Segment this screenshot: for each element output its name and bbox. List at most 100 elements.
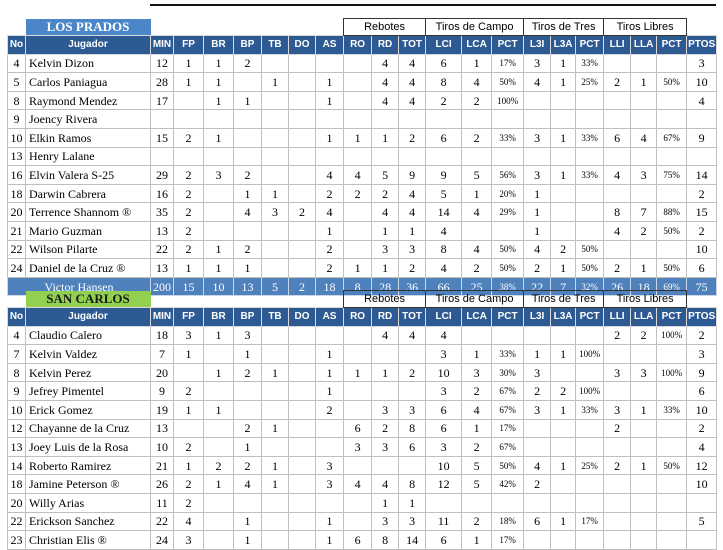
stat-cell: 1: [550, 165, 577, 185]
stat-cell: 2: [398, 258, 427, 278]
stat-cell: 2: [550, 381, 577, 401]
player-row: 9 Jefrey Pimentel 9 2 1 3 2 67% 2 2 100% 6: [7, 381, 718, 401]
stat-cell: [656, 381, 688, 401]
stat-cell: 29: [150, 165, 174, 185]
stat-cell: [491, 220, 525, 241]
stat-cell: 4: [398, 325, 427, 346]
stat-cell: [603, 109, 632, 129]
stat-cell: 2: [603, 258, 632, 278]
stat-cell: [523, 109, 552, 129]
stat-cell: 28: [150, 72, 174, 92]
stat-cell: 2: [630, 220, 658, 241]
stat-cell: [261, 344, 289, 364]
stat-cell: 5: [461, 474, 493, 494]
stat-cell: 1: [550, 72, 577, 92]
stat-cell: 3: [523, 53, 552, 74]
column-header: FP: [173, 35, 204, 55]
stat-cell: 10: [686, 474, 718, 494]
stat-cell: 4: [523, 72, 552, 92]
stat-cell: 10: [425, 362, 463, 383]
stat-cell: [288, 418, 316, 439]
stat-cell: [550, 325, 577, 346]
stat-cell: [656, 90, 688, 111]
stat-cell: [603, 146, 632, 167]
stat-cell: 67%: [491, 381, 525, 401]
stat-cell: 3: [461, 362, 493, 383]
stat-cell: 1: [233, 258, 262, 278]
stat-cell: [425, 109, 463, 129]
stat-cell: 1: [314, 127, 345, 148]
stat-cell: [630, 511, 658, 532]
stat-cell: [203, 437, 234, 457]
stat-cell: [461, 146, 493, 167]
stat-cell: 24: [7, 258, 26, 278]
stat-cell: [288, 530, 316, 550]
stat-cell: [288, 381, 316, 401]
stat-cell: [575, 220, 605, 241]
stat-cell: 2: [173, 220, 204, 241]
team-table: SAN CARLOS Rebotes Tiros de Campo Tiros de …: [7, 290, 718, 550]
stat-cell: 50%: [491, 239, 525, 260]
stat-cell: 1: [203, 239, 234, 260]
blank: [8, 291, 26, 308]
total-cell: 200: [150, 276, 174, 297]
stat-cell: 67%: [491, 437, 525, 457]
stat-cell: 13: [150, 418, 174, 439]
stat-cell: 1: [261, 183, 289, 204]
stat-cell: 6: [343, 530, 373, 550]
stat-cell: 3: [371, 437, 400, 457]
column-header: BR: [203, 35, 234, 55]
stat-cell: 3: [261, 202, 289, 222]
column-header: TOT: [398, 35, 427, 55]
column-header: LCI: [425, 35, 463, 55]
stat-cell: 1: [233, 511, 262, 532]
stat-cell: [343, 220, 373, 241]
column-header: No: [7, 307, 26, 327]
stat-cell: [288, 239, 316, 260]
stat-cell: 2: [173, 474, 204, 494]
stat-cell: 15: [150, 127, 174, 148]
stat-cell: 1: [523, 344, 552, 364]
stat-cell: 13: [150, 258, 174, 278]
player-name: Claudio Calero: [25, 325, 151, 346]
stat-cell: 2: [398, 127, 427, 148]
stat-cell: [398, 344, 427, 364]
player-row: 18 Jamine Peterson ® 26 2 1 4 1 3 4 4 8 12 5 42% 2 10: [7, 474, 718, 494]
stat-cell: 1: [261, 418, 289, 439]
stat-cell: 10: [150, 437, 174, 457]
column-header: AS: [314, 307, 345, 327]
stat-cell: 4: [371, 474, 400, 494]
column-header: MIN: [150, 307, 174, 327]
stat-cell: [630, 90, 658, 111]
stat-cell: [550, 362, 577, 383]
stat-cell: [343, 90, 373, 111]
player-name: Daniel de la Cruz ®: [25, 258, 151, 278]
stat-cell: [630, 146, 658, 167]
stat-cell: [630, 530, 658, 550]
stat-cell: [575, 146, 605, 167]
stat-cell: [575, 362, 605, 383]
stat-cell: 1: [461, 183, 493, 204]
stat-cell: [343, 381, 373, 401]
stat-cell: 2: [686, 220, 718, 241]
column-header: LLI: [603, 307, 632, 327]
stat-cell: 1: [173, 399, 204, 420]
group-label: Tiros Libres: [603, 18, 688, 36]
stat-cell: 2: [173, 183, 204, 204]
column-header: LLI: [603, 35, 632, 55]
stat-cell: [550, 183, 577, 204]
column-header: BP: [233, 35, 262, 55]
stat-cell: 1: [371, 127, 400, 148]
stat-cell: 6: [343, 418, 373, 439]
stat-cell: 3: [173, 325, 204, 346]
stat-cell: 14: [7, 455, 26, 476]
stat-cell: [371, 109, 400, 129]
player-row: 10 Erick Gomez 19 1 1 2 3 3 6 4 67% 3 1 33% 3 1 33% 10: [7, 399, 718, 420]
stat-cell: [150, 146, 174, 167]
stat-cell: 50%: [656, 455, 688, 476]
column-header: LCA: [461, 307, 493, 327]
stat-cell: 9: [7, 381, 26, 401]
stat-cell: [150, 109, 174, 129]
stat-cell: 4: [371, 90, 400, 111]
stat-cell: [261, 127, 289, 148]
